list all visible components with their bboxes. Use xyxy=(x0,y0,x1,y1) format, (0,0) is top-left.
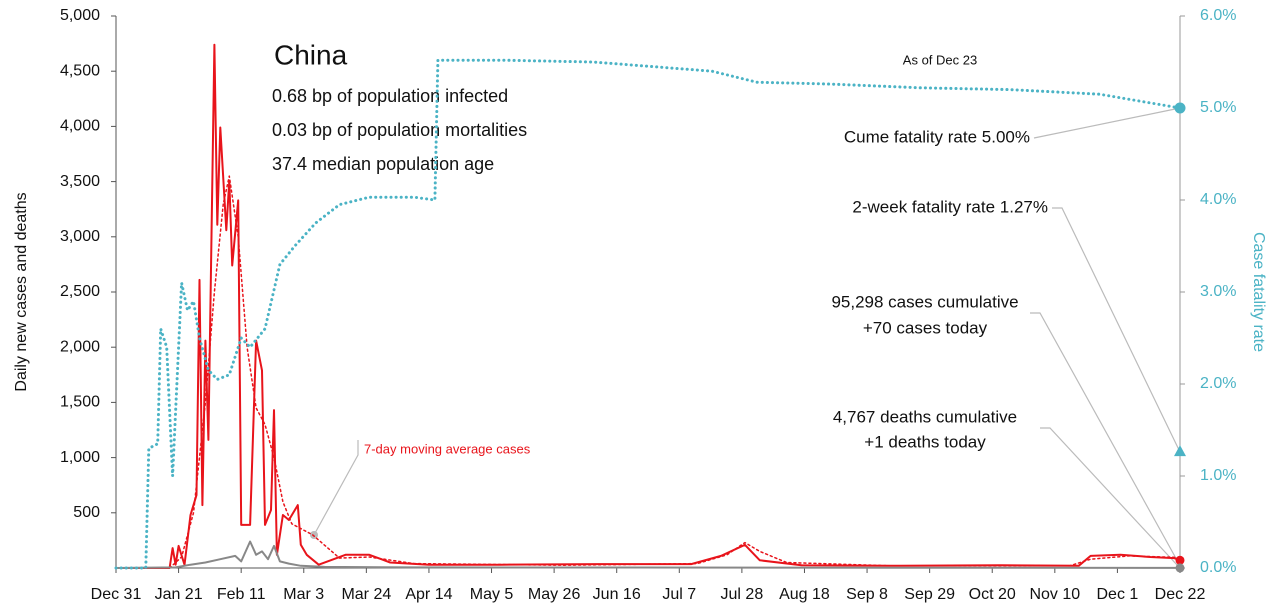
x-tick-label: Sep 8 xyxy=(846,586,888,603)
annotation: +1 deaths today xyxy=(864,432,986,451)
two-week-marker xyxy=(1174,445,1186,457)
end-marker xyxy=(1175,563,1185,573)
series-line xyxy=(114,58,1182,570)
y-axis-title: Daily new cases and deaths xyxy=(13,192,30,391)
series-line xyxy=(168,175,1181,569)
x-tick-label: Sep 29 xyxy=(904,586,955,603)
x-tick-label: Mar 3 xyxy=(283,586,324,603)
y-tick-label: 2,500 xyxy=(60,283,100,300)
subtitle: 0.03 bp of population mortalities xyxy=(272,120,527,140)
x-tick-label: Mar 24 xyxy=(341,586,391,603)
subtitle: 0.68 bp of population infected xyxy=(272,86,508,106)
y2-tick-label: 5.0% xyxy=(1200,99,1236,116)
y-tick-label: 4,000 xyxy=(60,118,100,135)
x-tick-label: Jun 16 xyxy=(593,586,641,603)
x-tick-label: May 26 xyxy=(528,586,581,603)
y-tick-label: 5,000 xyxy=(60,7,100,24)
as-of: As of Dec 23 xyxy=(903,52,977,67)
end-marker xyxy=(1174,102,1186,114)
y-tick-label: 3,500 xyxy=(60,173,100,190)
chart-title: China xyxy=(274,39,348,70)
x-tick-label: Oct 20 xyxy=(969,586,1016,603)
x-tick-label: Apr 14 xyxy=(405,586,452,603)
annotation: Cume fatality rate 5.00% xyxy=(844,127,1030,146)
annotation: +70 cases today xyxy=(863,318,988,337)
leader-lines xyxy=(313,107,1181,567)
series-label: 7-day moving average cases xyxy=(364,441,531,456)
callout-dot xyxy=(310,531,318,539)
y-tick-label: 3,000 xyxy=(60,228,100,245)
y2-axis-title: Case fatality rate xyxy=(1250,232,1267,352)
y2-tick-label: 4.0% xyxy=(1200,191,1236,208)
annotation: 95,298 cases cumulative xyxy=(831,292,1018,311)
y2-tick-label: 6.0% xyxy=(1200,7,1236,24)
series-line xyxy=(115,540,1181,569)
y2-tick-label: 3.0% xyxy=(1200,283,1236,300)
annotation: 4,767 deaths cumulative xyxy=(833,407,1017,426)
x-tick-label: Jul 28 xyxy=(721,586,764,603)
x-tick-label: Dec 31 xyxy=(91,586,142,603)
annotation: 2-week fatality rate 1.27% xyxy=(852,197,1048,216)
x-tick-label: Aug 18 xyxy=(779,586,830,603)
subtitle: 37.4 median population age xyxy=(272,154,494,174)
y2-tick-label: 1.0% xyxy=(1200,467,1236,484)
x-tick-label: May 5 xyxy=(470,586,514,603)
y-tick-label: 4,500 xyxy=(60,62,100,79)
end-marker xyxy=(1175,555,1185,565)
y-tick-label: 1,000 xyxy=(60,449,100,466)
y-tick-label: 1,500 xyxy=(60,394,100,411)
y-tick-label: 2,000 xyxy=(60,338,100,355)
y-tick-label: 500 xyxy=(73,504,100,521)
x-tick-label: Jan 21 xyxy=(155,586,203,603)
y2-tick-label: 0.0% xyxy=(1200,559,1236,576)
x-tick-label: Feb 11 xyxy=(217,586,266,603)
x-tick-label: Dec 1 xyxy=(1097,586,1139,603)
x-tick-label: Jul 7 xyxy=(662,586,696,603)
y2-tick-label: 2.0% xyxy=(1200,375,1236,392)
x-tick-label: Dec 22 xyxy=(1155,586,1206,603)
x-tick-label: Nov 10 xyxy=(1029,586,1080,603)
